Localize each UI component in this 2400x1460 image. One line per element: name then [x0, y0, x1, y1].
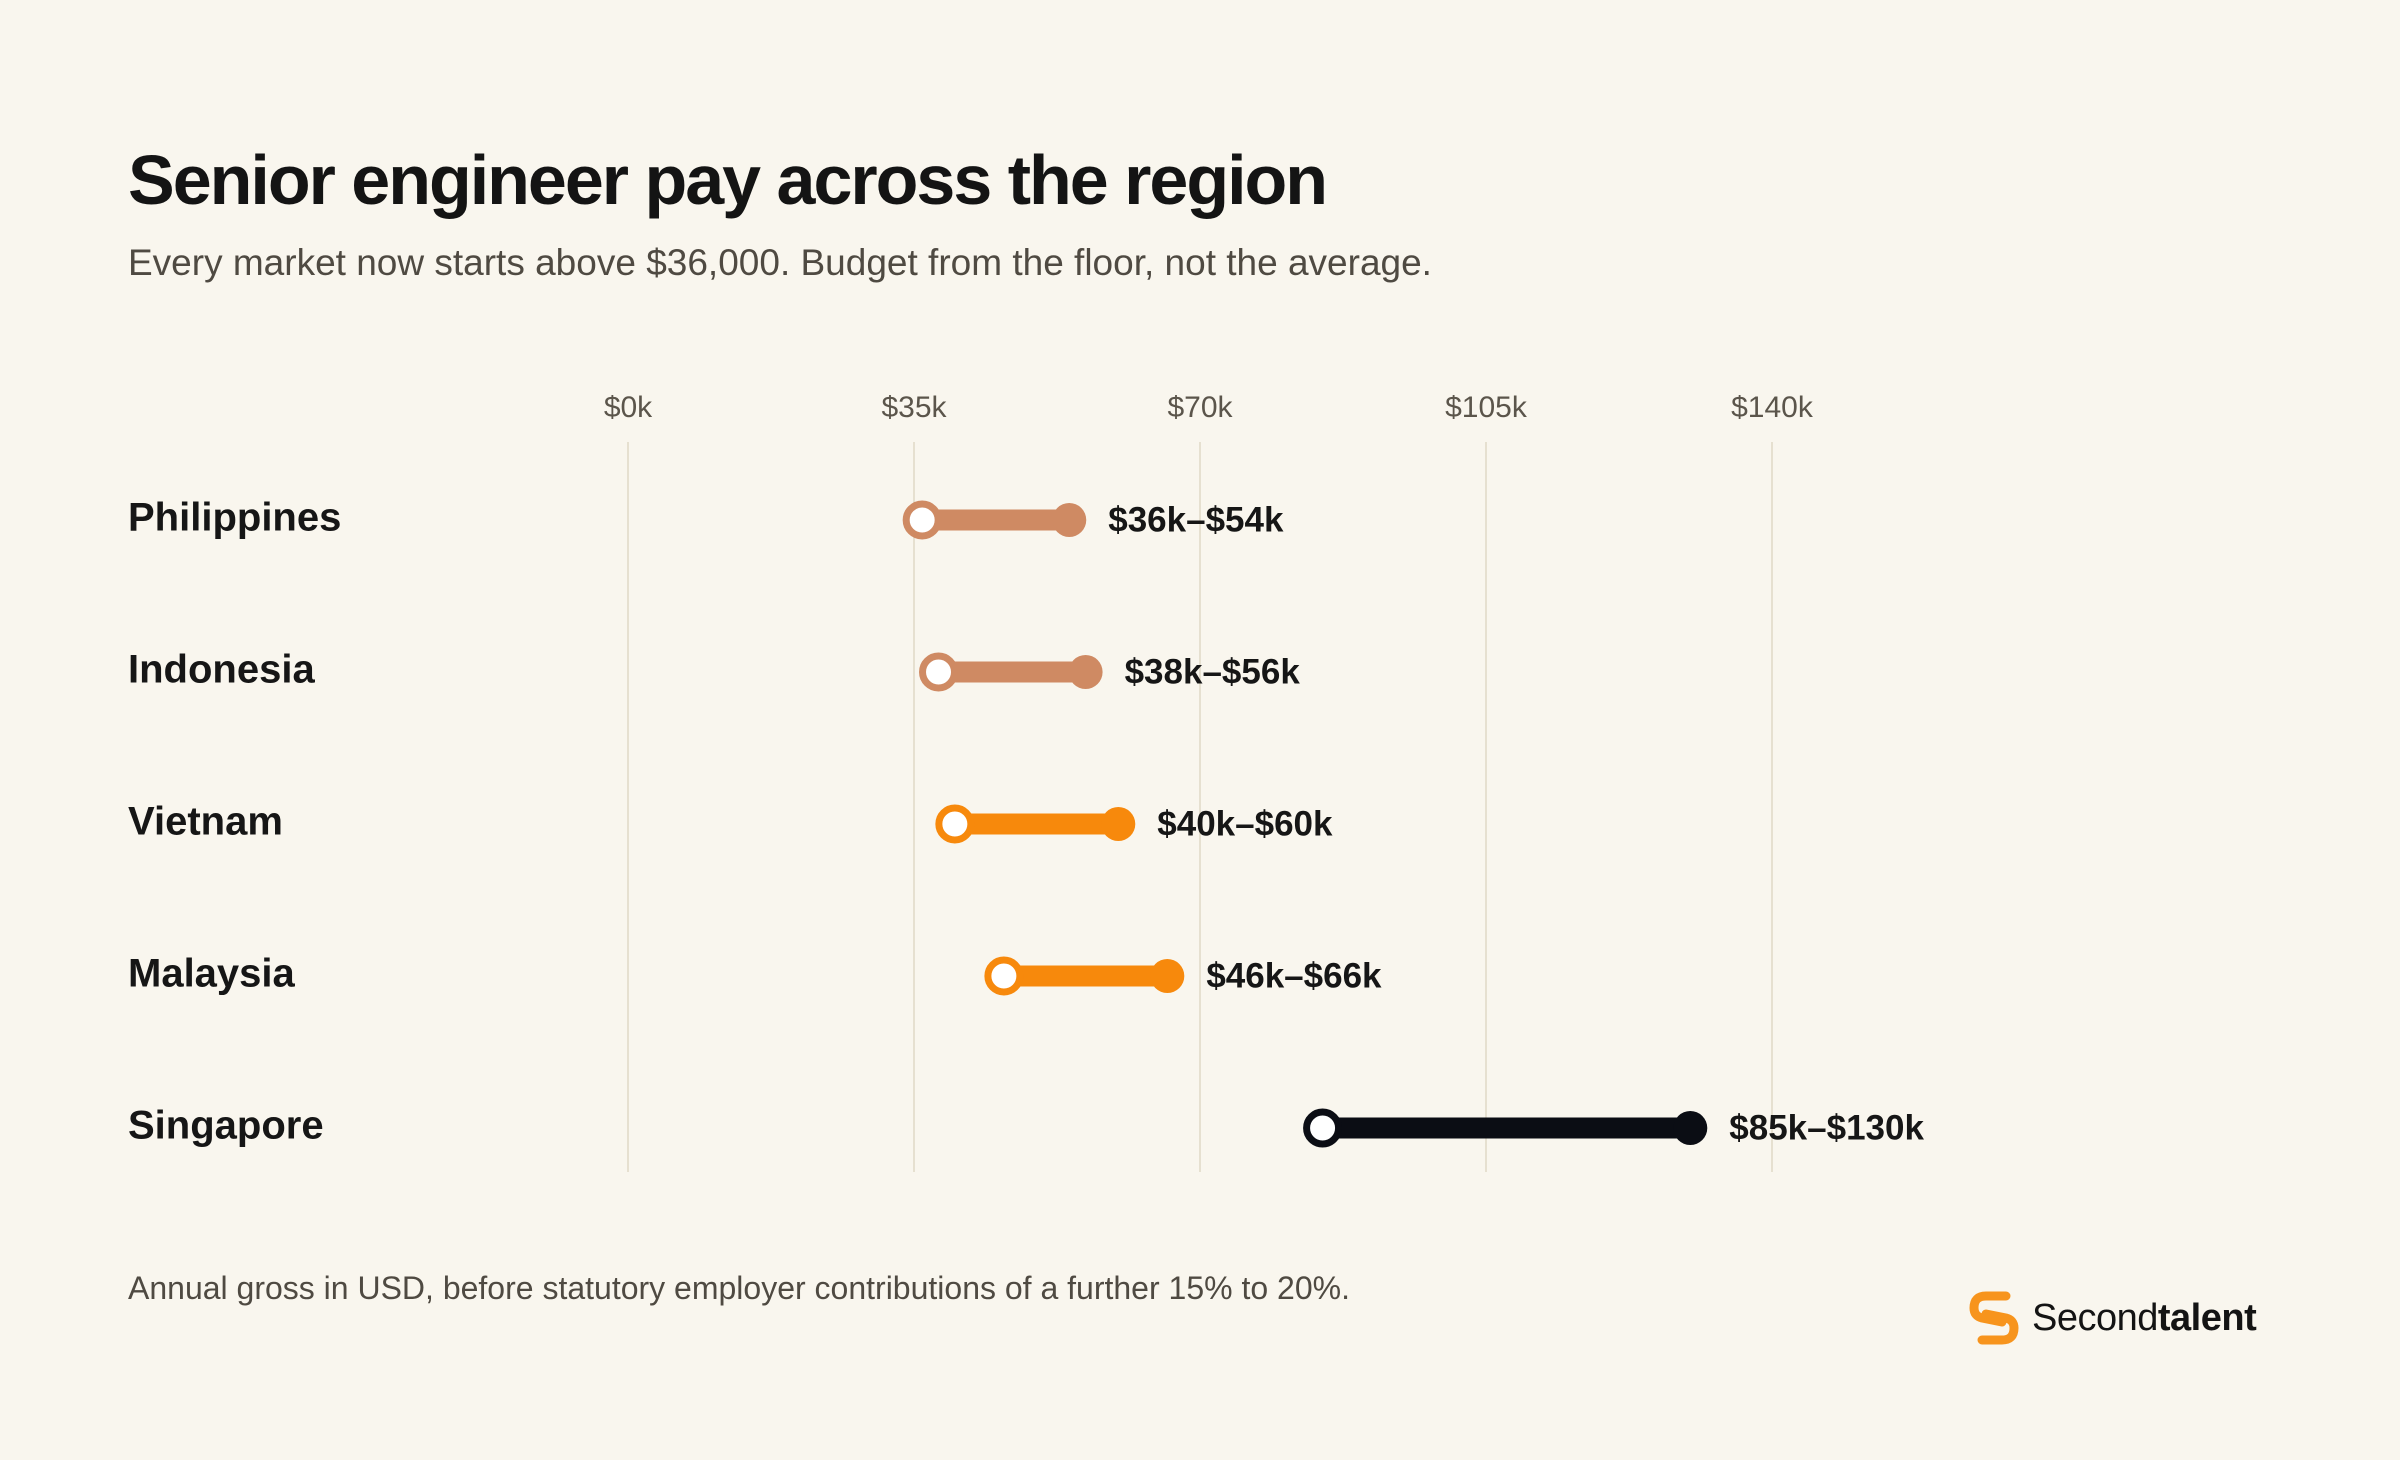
- range-value-label: $38k–$56k: [1125, 652, 1301, 691]
- row-indonesia: Indonesia $38k–$56k: [128, 648, 1300, 692]
- row-malaysia: Malaysia $46k–$66k: [128, 952, 1382, 996]
- chart-title: Senior engineer pay across the region: [128, 141, 1328, 219]
- high-value-dot: [1673, 1111, 1708, 1145]
- high-value-dot: [1150, 959, 1185, 993]
- x-tick-label: $105k: [1445, 391, 1528, 424]
- low-value-dot: [984, 956, 1024, 996]
- x-tick-label: $140k: [1731, 391, 1814, 424]
- x-tick-label: $35k: [881, 391, 947, 424]
- category-label: Malaysia: [128, 952, 296, 996]
- low-value-dot: [1303, 1108, 1343, 1148]
- brand-name-regular: Second: [2032, 1296, 2158, 1339]
- category-label: Indonesia: [128, 648, 315, 692]
- row-vietnam: Vietnam $40k–$60k: [128, 800, 1333, 844]
- row-philippines: Philippines $36k–$54k: [128, 496, 1284, 540]
- footnote: Annual gross in USD, before statutory em…: [128, 1270, 1350, 1306]
- low-value-dot: [902, 500, 942, 540]
- range-value-label: $85k–$130k: [1729, 1108, 1924, 1147]
- high-value-dot: [1052, 503, 1087, 537]
- range-value-label: $40k–$60k: [1157, 804, 1333, 843]
- category-label: Philippines: [128, 496, 341, 540]
- high-value-dot: [1068, 655, 1103, 689]
- secondtalent-s-logo-icon: [1969, 1291, 2019, 1345]
- x-tick-label: $70k: [1167, 391, 1233, 424]
- chart-subtitle: Every market now starts above $36,000. B…: [128, 242, 1432, 283]
- chart-rows: Philippines $36k–$54k Indonesia $38k–$56k Vi…: [128, 496, 1924, 1148]
- low-value-dot: [935, 804, 975, 844]
- x-axis-tick-labels: $0k $35k $70k $105k $140k: [604, 391, 1814, 424]
- low-value-dot: [919, 652, 959, 692]
- brand-name-bold: talent: [2157, 1296, 2257, 1339]
- range-value-label: $46k–$66k: [1206, 956, 1382, 995]
- brand-logo: Secondtalent: [1966, 1288, 2257, 1348]
- high-value-dot: [1101, 807, 1136, 841]
- row-singapore: Singapore $85k–$130k: [128, 1104, 1924, 1148]
- category-label: Singapore: [128, 1104, 324, 1148]
- category-label: Vietnam: [128, 800, 283, 844]
- range-value-label: $36k–$54k: [1108, 500, 1284, 539]
- brand-name: Secondtalent: [2032, 1296, 2257, 1340]
- gridlines: [627, 442, 1773, 1172]
- x-tick-label: $0k: [604, 391, 653, 424]
